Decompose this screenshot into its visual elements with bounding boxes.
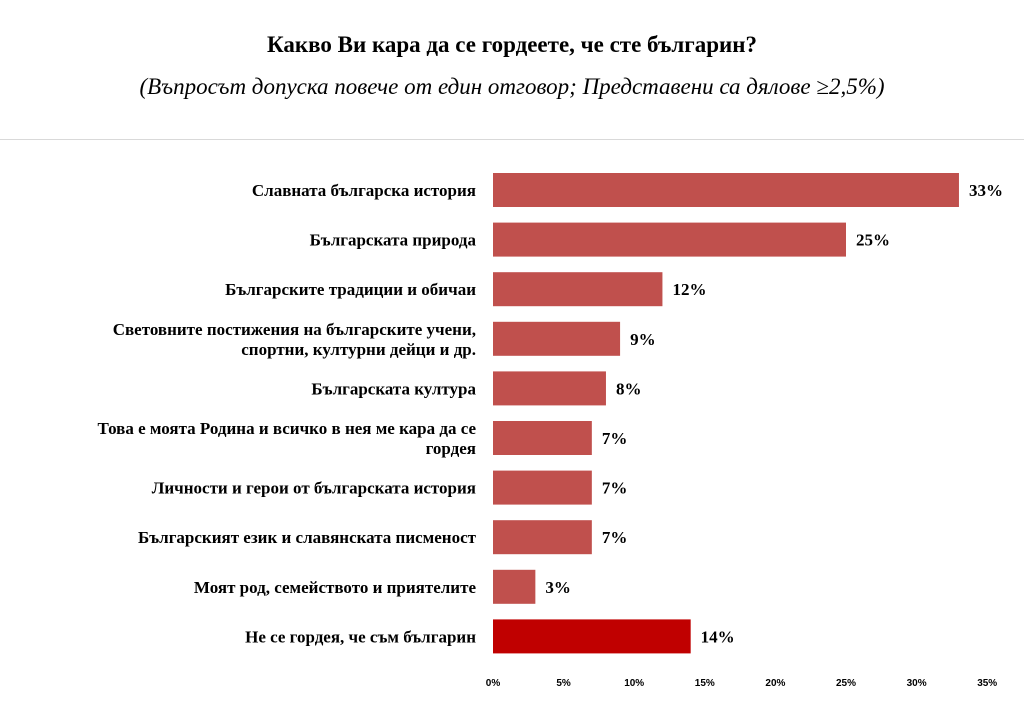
bar-value-label: 3%	[545, 578, 571, 597]
category-label: Световните постижения на българските уче…	[113, 320, 476, 359]
bar-value-label: 33%	[969, 181, 1003, 200]
bar	[493, 470, 592, 505]
x-tick-label: 10%	[624, 678, 644, 689]
category-label: Българската култура	[311, 379, 476, 398]
x-tick-label: 25%	[836, 678, 856, 689]
category-label: Моят род, семейството и приятелите	[194, 578, 477, 597]
bar-value-label: 14%	[701, 627, 735, 646]
bar-value-label: 12%	[672, 280, 706, 299]
category-label: Славната българска история	[252, 181, 476, 200]
x-tick-label: 35%	[977, 678, 997, 689]
chart-title: Какво Ви кара да се гордеете, че сте бъл…	[266, 32, 758, 57]
bar	[493, 569, 536, 604]
x-tick-label: 20%	[765, 678, 785, 689]
bar-value-label: 9%	[630, 330, 656, 349]
bar	[493, 321, 621, 356]
bar-value-label: 7%	[602, 429, 628, 448]
category-label: Личности и герои от българската история	[152, 479, 476, 498]
bar	[493, 371, 606, 406]
bar-value-label: 7%	[602, 479, 628, 498]
bar	[493, 421, 592, 455]
x-tick-label: 15%	[695, 678, 715, 689]
category-label: Българският език и славянската писменост	[138, 528, 477, 547]
header-divider	[0, 139, 1024, 140]
bar-value-label: 8%	[616, 379, 642, 398]
x-tick-label: 30%	[907, 678, 927, 689]
bar	[493, 173, 959, 207]
category-label: Българските традиции и обичаи	[225, 280, 476, 299]
x-tick-label: 5%	[556, 678, 571, 689]
bar	[493, 619, 691, 654]
bar-value-label: 7%	[602, 528, 628, 547]
category-label: Не се гордея, че съм българин	[245, 627, 476, 646]
x-tick-label: 0%	[486, 678, 501, 689]
category-label: Това е моята Родина и всичко в нея ме ка…	[98, 419, 477, 458]
category-label: Българската природа	[310, 231, 477, 250]
bar	[493, 222, 846, 257]
chart-subtitle: (Въпросът допуска повече от един отговор…	[139, 74, 885, 99]
bar-value-label: 25%	[856, 231, 890, 250]
bar	[493, 520, 592, 555]
bar	[493, 272, 663, 307]
